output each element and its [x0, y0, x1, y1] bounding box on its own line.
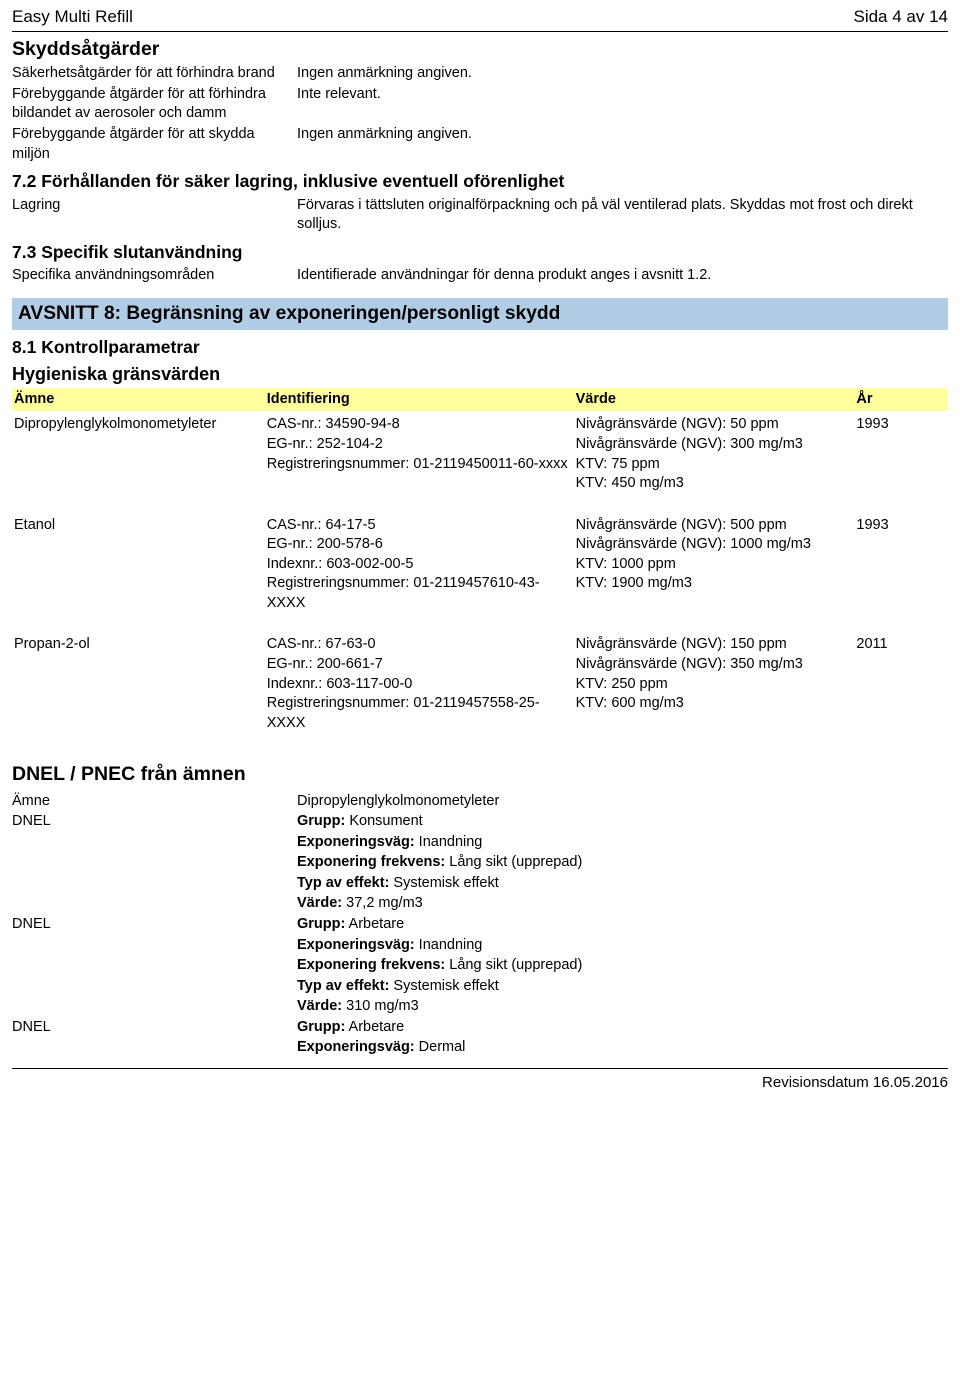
kv-value: Förvaras i tättsluten originalförpacknin… — [297, 196, 948, 235]
cell-ar: 1993 — [854, 512, 948, 632]
k-typ: Typ av effekt: — [297, 978, 389, 994]
v-typ: Systemisk effekt — [389, 875, 498, 891]
dnel-value: Grupp: Arbetare — [297, 915, 948, 935]
page-indicator: Sida 4 av 14 — [853, 6, 948, 29]
k-expv: Exponeringsväg: — [297, 834, 415, 850]
kv-label: Säkerhetsåtgärder för att förhindra bran… — [12, 64, 297, 84]
cell-varde: Nivågränsvärde (NGV): 500 ppm Nivågränsv… — [574, 512, 855, 632]
v-grupp: Konsument — [345, 813, 422, 829]
footer-divider — [12, 1068, 948, 1069]
dnel-substance-row: Ämne Dipropylenglykolmonometyleter — [12, 792, 948, 812]
kv-label: Lagring — [12, 196, 297, 235]
document-title: Easy Multi Refill — [12, 6, 133, 29]
k-expf: Exponering frekvens: — [297, 957, 445, 973]
dnel-row: Typ av effekt: Systemisk effekt — [12, 977, 948, 997]
dnel-row: Typ av effekt: Systemisk effekt — [12, 874, 948, 894]
cell-ar: 1993 — [854, 411, 948, 511]
v-typ: Systemisk effekt — [389, 978, 498, 994]
section-7-3-title: 7.3 Specifik slutanvändning — [12, 241, 948, 265]
dnel-row: DNEL Grupp: Arbetare — [12, 915, 948, 935]
cell-ident: CAS-nr.: 67-63-0 EG-nr.: 200-661-7 Index… — [265, 631, 574, 751]
cell-amne: Dipropylenglykolmonometyleter — [12, 411, 265, 511]
v-varde: 310 mg/m3 — [342, 998, 419, 1014]
hygieniska-title: Hygieniska gränsvärden — [12, 362, 948, 386]
k-grupp: Grupp: — [297, 813, 345, 829]
kv-row: Specifika användningsområden Identifiera… — [12, 266, 948, 286]
dnel-row: Exponeringsväg: Inandning — [12, 936, 948, 956]
v-expf: Lång sikt (upprepad) — [445, 957, 582, 973]
table-row: Dipropylenglykolmonometyleter CAS-nr.: 3… — [12, 411, 948, 511]
k-expf: Exponering frekvens: — [297, 854, 445, 870]
table-row: Etanol CAS-nr.: 64-17-5 EG-nr.: 200-578-… — [12, 512, 948, 632]
kv-value: Identifierade användningar för denna pro… — [297, 266, 948, 286]
kv-label: Specifika användningsområden — [12, 266, 297, 286]
dnel-row: Exponeringsväg: Dermal — [12, 1038, 948, 1058]
th-ident: Identifiering — [265, 388, 574, 412]
section-7-2-title: 7.2 Förhållanden för säker lagring, inkl… — [12, 170, 948, 194]
k-grupp: Grupp: — [297, 916, 345, 932]
dnel-row: Exponering frekvens: Lång sikt (upprepad… — [12, 853, 948, 873]
cell-amne: Etanol — [12, 512, 265, 632]
v-grupp: Arbetare — [345, 916, 404, 932]
dnel-pnec-title: DNEL / PNEC från ämnen — [12, 761, 948, 787]
kv-value: Ingen anmärkning angiven. — [297, 125, 948, 164]
kv-value: Inte relevant. — [297, 85, 948, 124]
kv-row: Säkerhetsåtgärder för att förhindra bran… — [12, 64, 948, 84]
dnel-row: Exponeringsväg: Inandning — [12, 833, 948, 853]
cell-varde: Nivågränsvärde (NGV): 150 ppm Nivågränsv… — [574, 631, 855, 751]
dnel-value: Grupp: Konsument — [297, 812, 948, 832]
section-skyddsatgarder-title: Skyddsåtgärder — [12, 36, 948, 62]
th-varde: Värde — [574, 388, 855, 412]
hygieniska-table: Ämne Identifiering Värde År Dipropylengl… — [12, 388, 948, 751]
k-varde: Värde: — [297, 895, 342, 911]
v-grupp: Arbetare — [345, 1019, 404, 1035]
v-expv: Inandning — [415, 937, 483, 953]
kv-value: Ingen anmärkning angiven. — [297, 64, 948, 84]
v-varde: 37,2 mg/m3 — [342, 895, 423, 911]
kv-label: Förebyggande åtgärder för att skydda mil… — [12, 125, 297, 164]
kv-row: Lagring Förvaras i tättsluten originalfö… — [12, 196, 948, 235]
th-amne: Ämne — [12, 388, 265, 412]
dnel-label: DNEL — [12, 812, 297, 832]
cell-amne: Propan-2-ol — [12, 631, 265, 751]
k-varde: Värde: — [297, 998, 342, 1014]
k-expv: Exponeringsväg: — [297, 937, 415, 953]
header-divider — [12, 31, 948, 32]
document-page: Easy Multi Refill Sida 4 av 14 Skyddsåtg… — [0, 0, 960, 1101]
dnel-substance-label: Ämne — [12, 792, 297, 812]
th-ar: År — [854, 388, 948, 412]
k-expv: Exponeringsväg: — [297, 1039, 415, 1055]
dnel-row: Exponering frekvens: Lång sikt (upprepad… — [12, 956, 948, 976]
kv-row: Förebyggande åtgärder för att skydda mil… — [12, 125, 948, 164]
dnel-row: DNEL Grupp: Konsument — [12, 812, 948, 832]
dnel-row: DNEL Grupp: Arbetare — [12, 1018, 948, 1038]
v-expv: Dermal — [415, 1039, 466, 1055]
v-expv: Inandning — [415, 834, 483, 850]
dnel-label: DNEL — [12, 1018, 297, 1038]
dnel-label: DNEL — [12, 915, 297, 935]
dnel-row: Värde: 37,2 mg/m3 — [12, 894, 948, 914]
page-header: Easy Multi Refill Sida 4 av 14 — [12, 6, 948, 29]
table-row: Propan-2-ol CAS-nr.: 67-63-0 EG-nr.: 200… — [12, 631, 948, 751]
kv-label: Förebyggande åtgärder för att förhindra … — [12, 85, 297, 124]
revision-date: Revisionsdatum 16.05.2016 — [762, 1073, 948, 1093]
avsnitt-8-banner: AVSNITT 8: Begränsning av exponeringen/p… — [12, 298, 948, 330]
dnel-row: Värde: 310 mg/m3 — [12, 997, 948, 1017]
cell-varde: Nivågränsvärde (NGV): 50 ppm Nivågränsvä… — [574, 411, 855, 511]
dnel-value: Grupp: Arbetare — [297, 1018, 948, 1038]
page-footer: Revisionsdatum 16.05.2016 — [12, 1073, 948, 1093]
kv-row: Förebyggande åtgärder för att förhindra … — [12, 85, 948, 124]
section-8-1-title: 8.1 Kontrollparametrar — [12, 336, 948, 360]
k-grupp: Grupp: — [297, 1019, 345, 1035]
k-typ: Typ av effekt: — [297, 875, 389, 891]
v-expf: Lång sikt (upprepad) — [445, 854, 582, 870]
table-header-row: Ämne Identifiering Värde År — [12, 388, 948, 412]
dnel-substance-value: Dipropylenglykolmonometyleter — [297, 792, 948, 812]
cell-ar: 2011 — [854, 631, 948, 751]
cell-ident: CAS-nr.: 34590-94-8 EG-nr.: 252-104-2 Re… — [265, 411, 574, 511]
cell-ident: CAS-nr.: 64-17-5 EG-nr.: 200-578-6 Index… — [265, 512, 574, 632]
